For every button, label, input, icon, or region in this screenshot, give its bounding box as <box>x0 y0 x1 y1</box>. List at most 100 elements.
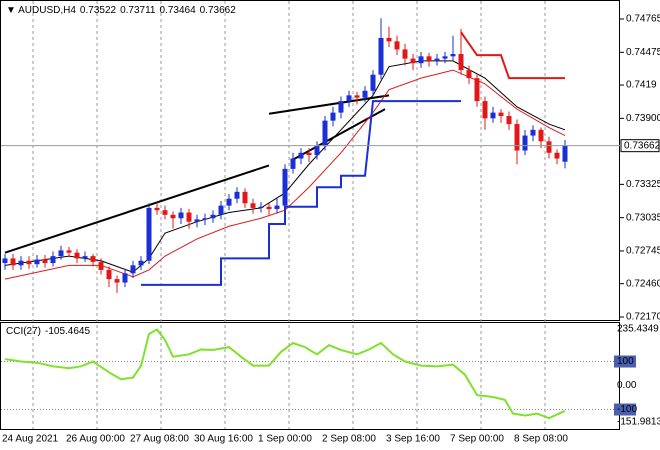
y-tick-label: 235.4349 <box>617 324 659 335</box>
candle-body <box>138 260 144 266</box>
candle-body <box>306 152 312 156</box>
cci-title: CCI(27) <box>6 326 41 337</box>
candle-body <box>554 152 560 159</box>
x-tick-label: 8 Sep 08:00 <box>514 434 568 445</box>
candle-body <box>410 58 416 64</box>
candle-body <box>266 206 272 210</box>
level-label-box <box>614 403 636 416</box>
candle-body <box>434 58 440 61</box>
candle-body <box>530 129 536 136</box>
y-tick-label: 0.74765 <box>626 14 660 25</box>
candle-body <box>458 54 464 71</box>
candle-body <box>178 212 184 219</box>
candle-body <box>330 112 336 121</box>
candle-body <box>322 120 328 146</box>
candle-body <box>106 269 112 280</box>
y-tick-label: 0.00 <box>617 380 637 391</box>
x-tick-label: 7 Sep 00:00 <box>450 434 504 445</box>
candle-body <box>18 260 24 266</box>
candle-body <box>362 90 368 98</box>
candle-body <box>426 56 432 61</box>
symbol: AUDUSD,H4 <box>18 5 76 16</box>
candle-body <box>82 256 88 259</box>
candle-body <box>122 273 128 283</box>
overlay-line <box>141 100 461 286</box>
y-tick-label: 0.7419 <box>626 80 657 91</box>
candle-body <box>450 54 456 57</box>
x-tick-label: 24 Aug 2021 <box>2 434 59 445</box>
candle-body <box>154 207 160 211</box>
x-tick-label: 3 Sep 16:00 <box>386 434 440 445</box>
cci-line <box>4 328 566 420</box>
current-price-label: 0.73662 <box>624 140 660 151</box>
trend-line <box>268 94 390 115</box>
candle-body <box>506 116 512 125</box>
candle-body <box>546 141 552 153</box>
main-panel <box>0 0 620 321</box>
x-tick-label: 27 Aug 08:00 <box>130 434 189 445</box>
candle-body <box>10 258 16 266</box>
candle-body <box>234 191 240 199</box>
x-tick-label: 2 Sep 08:00 <box>322 434 376 445</box>
candle-body <box>498 112 504 117</box>
high-value: 0.73711 <box>120 5 156 16</box>
y-tick-label: 100 <box>617 356 634 367</box>
y-tick-label: -100 <box>617 404 637 415</box>
candle-body <box>202 218 208 220</box>
x-tick-label: 26 Aug 00:00 <box>66 434 125 445</box>
candle-body <box>274 205 280 210</box>
candle-body <box>34 259 40 265</box>
close-value: 0.73662 <box>200 5 237 16</box>
candle-body <box>314 145 320 156</box>
candle-body <box>170 214 176 219</box>
menu-arrow[interactable]: ▼ <box>6 5 18 16</box>
y-tick-label: 0.73035 <box>626 212 660 223</box>
candle-body <box>42 259 48 264</box>
candle-body <box>114 279 120 283</box>
low-value: 0.73464 <box>159 5 196 16</box>
candle-body <box>522 135 528 151</box>
overlay-line <box>460 31 565 80</box>
candle-body <box>490 112 496 119</box>
candle-body <box>226 198 232 206</box>
cci-header: CCI(27) -105.4645 <box>6 326 90 337</box>
candle-body <box>186 212 192 222</box>
candle-body <box>346 95 352 102</box>
y-tick-label: 0.73325 <box>626 179 660 190</box>
y-tick-label: -151.9813 <box>617 417 660 428</box>
candle-body <box>466 70 472 79</box>
candle-body <box>130 265 136 274</box>
candle-body <box>98 261 104 270</box>
candle-body <box>26 260 32 265</box>
candle-body <box>370 74 376 91</box>
y-tick-label: 0.74475 <box>626 47 660 58</box>
x-tick-label: 30 Aug 16:00 <box>194 434 253 445</box>
candle-body <box>90 256 96 262</box>
y-tick-label: 0.73900 <box>626 113 660 124</box>
candle-body <box>194 219 200 222</box>
candle-body <box>242 191 248 204</box>
candle-body <box>298 152 304 159</box>
candle-body <box>50 256 56 264</box>
cci-panel <box>0 322 620 430</box>
candle-body <box>218 205 224 215</box>
header: ▼ AUDUSD,H4 0.73522 0.73711 0.73464 0.73662 <box>6 5 236 16</box>
level-label-box <box>614 355 636 368</box>
candle-body <box>338 101 344 113</box>
candle-body <box>250 203 256 208</box>
candle-body <box>210 214 216 219</box>
y-tick-label: 0.72460 <box>626 278 660 289</box>
candle-body <box>402 49 408 59</box>
candle-body <box>482 101 488 119</box>
candle-body <box>146 207 152 261</box>
cci-value: -105.4645 <box>45 326 90 337</box>
y-tick-label: 0.72170 <box>626 312 660 323</box>
candle-body <box>290 158 296 169</box>
y-tick-label: 0.72745 <box>626 246 660 257</box>
candle-body <box>378 37 384 75</box>
candle-body <box>2 258 8 264</box>
